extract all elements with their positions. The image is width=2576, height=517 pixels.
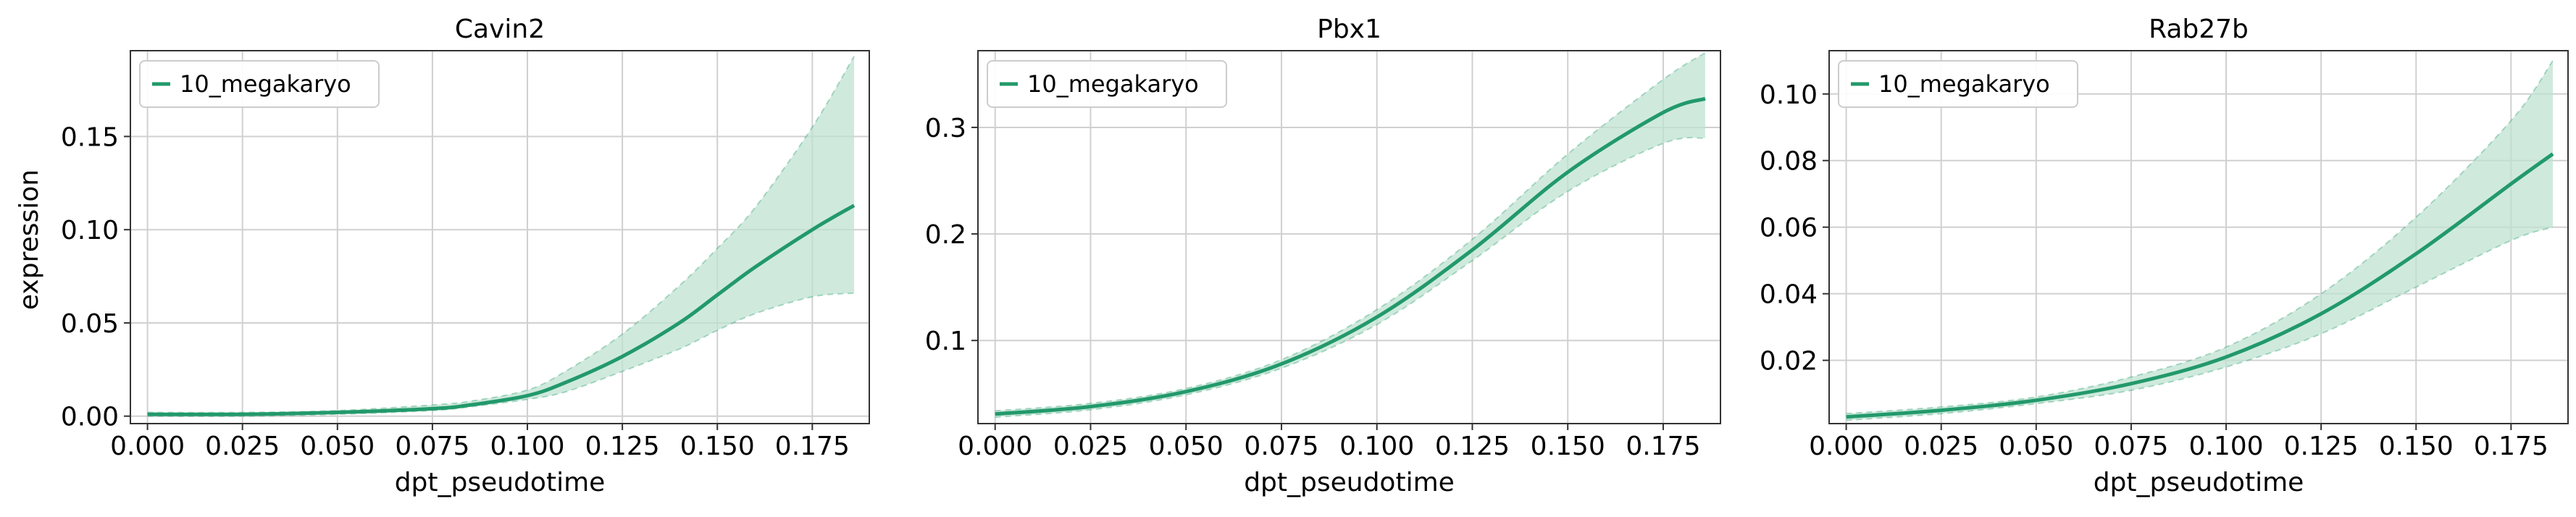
chart-panel-3: 0.000 0.025 0.050 0.075 0.100 0.125 0.150 0.175… bbox=[1760, 14, 2569, 497]
legend-label: 10_megakaryo bbox=[1027, 70, 1199, 98]
x-tick-label: 0.150 bbox=[680, 432, 755, 461]
y-tick-label: 0.05 bbox=[61, 309, 119, 339]
legend-box bbox=[987, 60, 1227, 108]
x-tick-label: 0.125 bbox=[2284, 432, 2359, 461]
x-tick-label: 0.125 bbox=[585, 432, 660, 461]
x-tick-label: 0.025 bbox=[1904, 432, 1978, 461]
chart-title: Cavin2 bbox=[455, 14, 545, 44]
x-tick-label: 0.050 bbox=[1149, 432, 1224, 461]
confidence-band bbox=[147, 56, 855, 416]
y-tick-label: 0.04 bbox=[1760, 280, 1818, 310]
y-tick-label: 0.15 bbox=[61, 122, 119, 152]
plot-frame bbox=[1828, 50, 2569, 424]
x-tick-label: 0.175 bbox=[2474, 432, 2548, 461]
x-tick-label: 0.025 bbox=[205, 432, 280, 461]
y-tick-label: 0.02 bbox=[1760, 347, 1818, 377]
y-tick-label: 0.08 bbox=[1760, 147, 1818, 177]
confidence-band bbox=[1846, 60, 2554, 421]
x-tick-label: 0.175 bbox=[1626, 432, 1700, 461]
x-tick-label: 0.100 bbox=[2188, 432, 2263, 461]
x-axis-label: dpt_pseudotime bbox=[395, 468, 606, 497]
x-tick-label: 0.075 bbox=[2094, 432, 2168, 461]
lower-bound-line bbox=[147, 292, 855, 417]
legend: 10_megakaryo bbox=[987, 60, 1227, 108]
x-tick-label: 0.125 bbox=[1435, 432, 1510, 461]
chart-title: Rab27b bbox=[2149, 14, 2249, 44]
chart-panel-1: 0.000 0.025 0.050 0.075 0.100 0.125 0.150 0.175… bbox=[61, 14, 870, 497]
y-tick-label: 0.06 bbox=[1760, 214, 1818, 243]
x-tick-label: 0.100 bbox=[490, 432, 564, 461]
x-tick-label: 0.075 bbox=[395, 432, 469, 461]
plot-frame bbox=[977, 50, 1721, 424]
lower-bound-line bbox=[1846, 226, 2554, 421]
series-line bbox=[1846, 152, 2554, 419]
y-tick-label: 0.2 bbox=[925, 220, 966, 250]
plot-frame bbox=[130, 50, 870, 424]
y-tick-label: 0.10 bbox=[1760, 80, 1818, 110]
x-tick-label: 0.000 bbox=[1809, 432, 1883, 461]
x-axis-label: dpt_pseudotime bbox=[2094, 468, 2304, 497]
chart-title: Pbx1 bbox=[1317, 14, 1381, 44]
x-tick-label: 0.000 bbox=[110, 432, 185, 461]
legend-box bbox=[1838, 60, 2078, 108]
series-line bbox=[147, 203, 856, 416]
series-line bbox=[995, 96, 1706, 416]
y-tick-label: 0.1 bbox=[925, 327, 966, 356]
legend-label: 10_megakaryo bbox=[180, 70, 351, 98]
legend-box bbox=[139, 60, 380, 108]
y-tick-label: 0.3 bbox=[925, 114, 966, 143]
lower-bound-line bbox=[995, 137, 1706, 419]
x-axis-label: dpt_pseudotime bbox=[1244, 468, 1455, 497]
legend: 10_megakaryo bbox=[139, 60, 380, 108]
chart-panel-2: 0.000 0.025 0.050 0.075 0.100 0.125 0.150 0.175… bbox=[925, 14, 1721, 497]
y-tick-label: 0.00 bbox=[61, 403, 119, 432]
x-tick-label: 0.000 bbox=[958, 432, 1032, 461]
x-tick-label: 0.100 bbox=[1339, 432, 1414, 461]
legend: 10_megakaryo bbox=[1838, 60, 2078, 108]
x-tick-label: 0.025 bbox=[1053, 432, 1128, 461]
x-tick-label: 0.075 bbox=[1244, 432, 1318, 461]
x-tick-label: 0.050 bbox=[1999, 432, 2073, 461]
y-tick-label: 0.10 bbox=[61, 216, 119, 245]
x-tick-label: 0.050 bbox=[300, 432, 375, 461]
x-tick-label: 0.175 bbox=[775, 432, 850, 461]
x-tick-label: 0.150 bbox=[1531, 432, 1605, 461]
upper-bound-line bbox=[995, 52, 1706, 412]
shared-y-axis-label: expression bbox=[14, 169, 44, 310]
legend-label: 10_megakaryo bbox=[1878, 70, 2050, 98]
x-tick-label: 0.150 bbox=[2379, 432, 2454, 461]
